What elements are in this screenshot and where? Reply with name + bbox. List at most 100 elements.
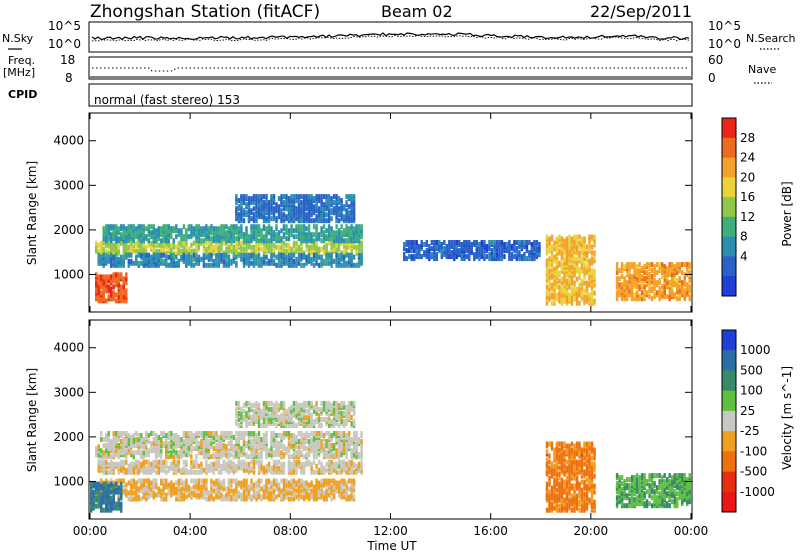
heatmap-cell	[593, 254, 596, 260]
heatmap-cell	[142, 459, 145, 465]
heatmap-cell	[95, 272, 98, 278]
heatmap-cell	[102, 481, 105, 487]
heatmap-cell	[97, 497, 100, 503]
heatmap-cell	[573, 262, 576, 268]
heatmap-cell	[623, 290, 626, 296]
heatmap-cell	[200, 226, 203, 232]
heatmap-cell	[130, 435, 133, 440]
heatmap-cell	[127, 224, 130, 230]
heatmap-cell	[320, 238, 323, 244]
heatmap-cell	[618, 286, 621, 292]
heatmap-cell	[560, 292, 564, 298]
heatmap-cell	[287, 256, 291, 262]
noise-right-tick-top: 10^5	[708, 19, 741, 33]
heatmap-cell	[583, 280, 586, 286]
heatmap-cell	[205, 232, 208, 238]
heatmap-cell	[297, 252, 301, 258]
heatmap-cell	[583, 294, 586, 300]
heatmap-cell	[666, 266, 669, 272]
heatmap-cell	[297, 478, 301, 484]
heatmap-cell	[217, 448, 221, 454]
heatmap-cell	[545, 262, 549, 268]
heatmap-cell	[115, 452, 118, 458]
heatmap-cell	[337, 252, 341, 258]
heatmap-cell	[342, 467, 346, 473]
heatmap-cell	[615, 266, 619, 272]
heatmap-cell	[683, 278, 686, 284]
heatmap-cell	[100, 431, 103, 436]
heatmap-cell	[192, 469, 196, 475]
heatmap-cell	[633, 270, 636, 276]
heatmap-cell	[302, 467, 306, 473]
heatmap-cell	[252, 206, 256, 212]
heatmap-cell	[410, 248, 413, 254]
heatmap-cell	[262, 254, 266, 260]
heatmap-cell	[593, 282, 596, 288]
heatmap-cell	[265, 194, 268, 200]
heatmap-cell	[352, 494, 356, 500]
heatmap-cell	[222, 258, 226, 264]
heatmap-cell	[172, 482, 175, 488]
heatmap-cell	[147, 232, 150, 238]
heatmap-cell	[435, 240, 438, 245]
heatmap-cell	[282, 200, 286, 206]
heatmap-cell	[220, 252, 223, 258]
heatmap-cell	[250, 465, 253, 471]
heatmap-cell	[202, 226, 206, 232]
heatmap-cell	[225, 236, 228, 242]
heatmap-cell	[585, 264, 589, 270]
heatmap-cell	[505, 246, 509, 252]
heatmap-cell	[105, 454, 108, 460]
heatmap-cell	[167, 431, 170, 436]
heatmap-cell	[215, 450, 218, 456]
heatmap-cell	[102, 246, 105, 252]
heatmap-cell	[205, 435, 208, 440]
heatmap-cell	[262, 400, 266, 406]
heatmap-cell	[260, 486, 263, 492]
heatmap-cell	[317, 206, 321, 212]
heatmap-cell	[545, 288, 549, 294]
heatmap-cell	[347, 437, 351, 442]
heatmap-cell	[330, 252, 333, 258]
heatmap-cell	[167, 262, 170, 268]
heatmap-cell	[475, 240, 478, 245]
heatmap-cell	[352, 244, 356, 250]
heatmap-cell	[500, 246, 504, 252]
heatmap-cell	[100, 240, 103, 246]
heatmap-cell	[230, 444, 233, 450]
heatmap-cell	[618, 268, 621, 274]
heatmap-cell	[107, 224, 110, 230]
heatmap-cell	[630, 262, 634, 268]
heatmap-cell	[97, 493, 100, 499]
heatmap-cell	[352, 469, 356, 475]
heatmap-cell	[162, 478, 165, 484]
heatmap-cell	[120, 493, 123, 499]
heatmap-cell	[247, 454, 251, 460]
heatmap-cell	[237, 448, 241, 454]
heatmap-cell	[177, 484, 180, 490]
heatmap-cell	[102, 230, 105, 236]
heatmap-cell	[95, 485, 98, 491]
heatmap-cell	[315, 439, 318, 444]
heatmap-cell	[210, 478, 213, 484]
heatmap-cell	[200, 256, 203, 262]
heatmap-cell	[237, 480, 241, 486]
heatmap-cell	[150, 258, 153, 264]
heatmap-cell	[553, 294, 556, 300]
heatmap-cell	[300, 228, 303, 234]
heatmap-cell	[272, 194, 276, 200]
heatmap-cell	[115, 252, 118, 258]
noise-left-tick-top: 10^5	[48, 19, 81, 33]
heatmap-cell	[232, 454, 236, 460]
heatmap-cell	[635, 296, 639, 302]
heatmap-cell	[307, 450, 311, 456]
heatmap-cell	[455, 248, 458, 254]
heatmap-cell	[120, 298, 123, 304]
heatmap-cell	[220, 496, 223, 502]
heatmap-cell	[357, 437, 361, 442]
heatmap-cell	[255, 433, 258, 438]
heatmap-cell	[195, 230, 198, 236]
heatmap-cell	[325, 212, 328, 218]
heatmap-cell	[212, 230, 216, 236]
heatmap-cell	[357, 452, 361, 458]
